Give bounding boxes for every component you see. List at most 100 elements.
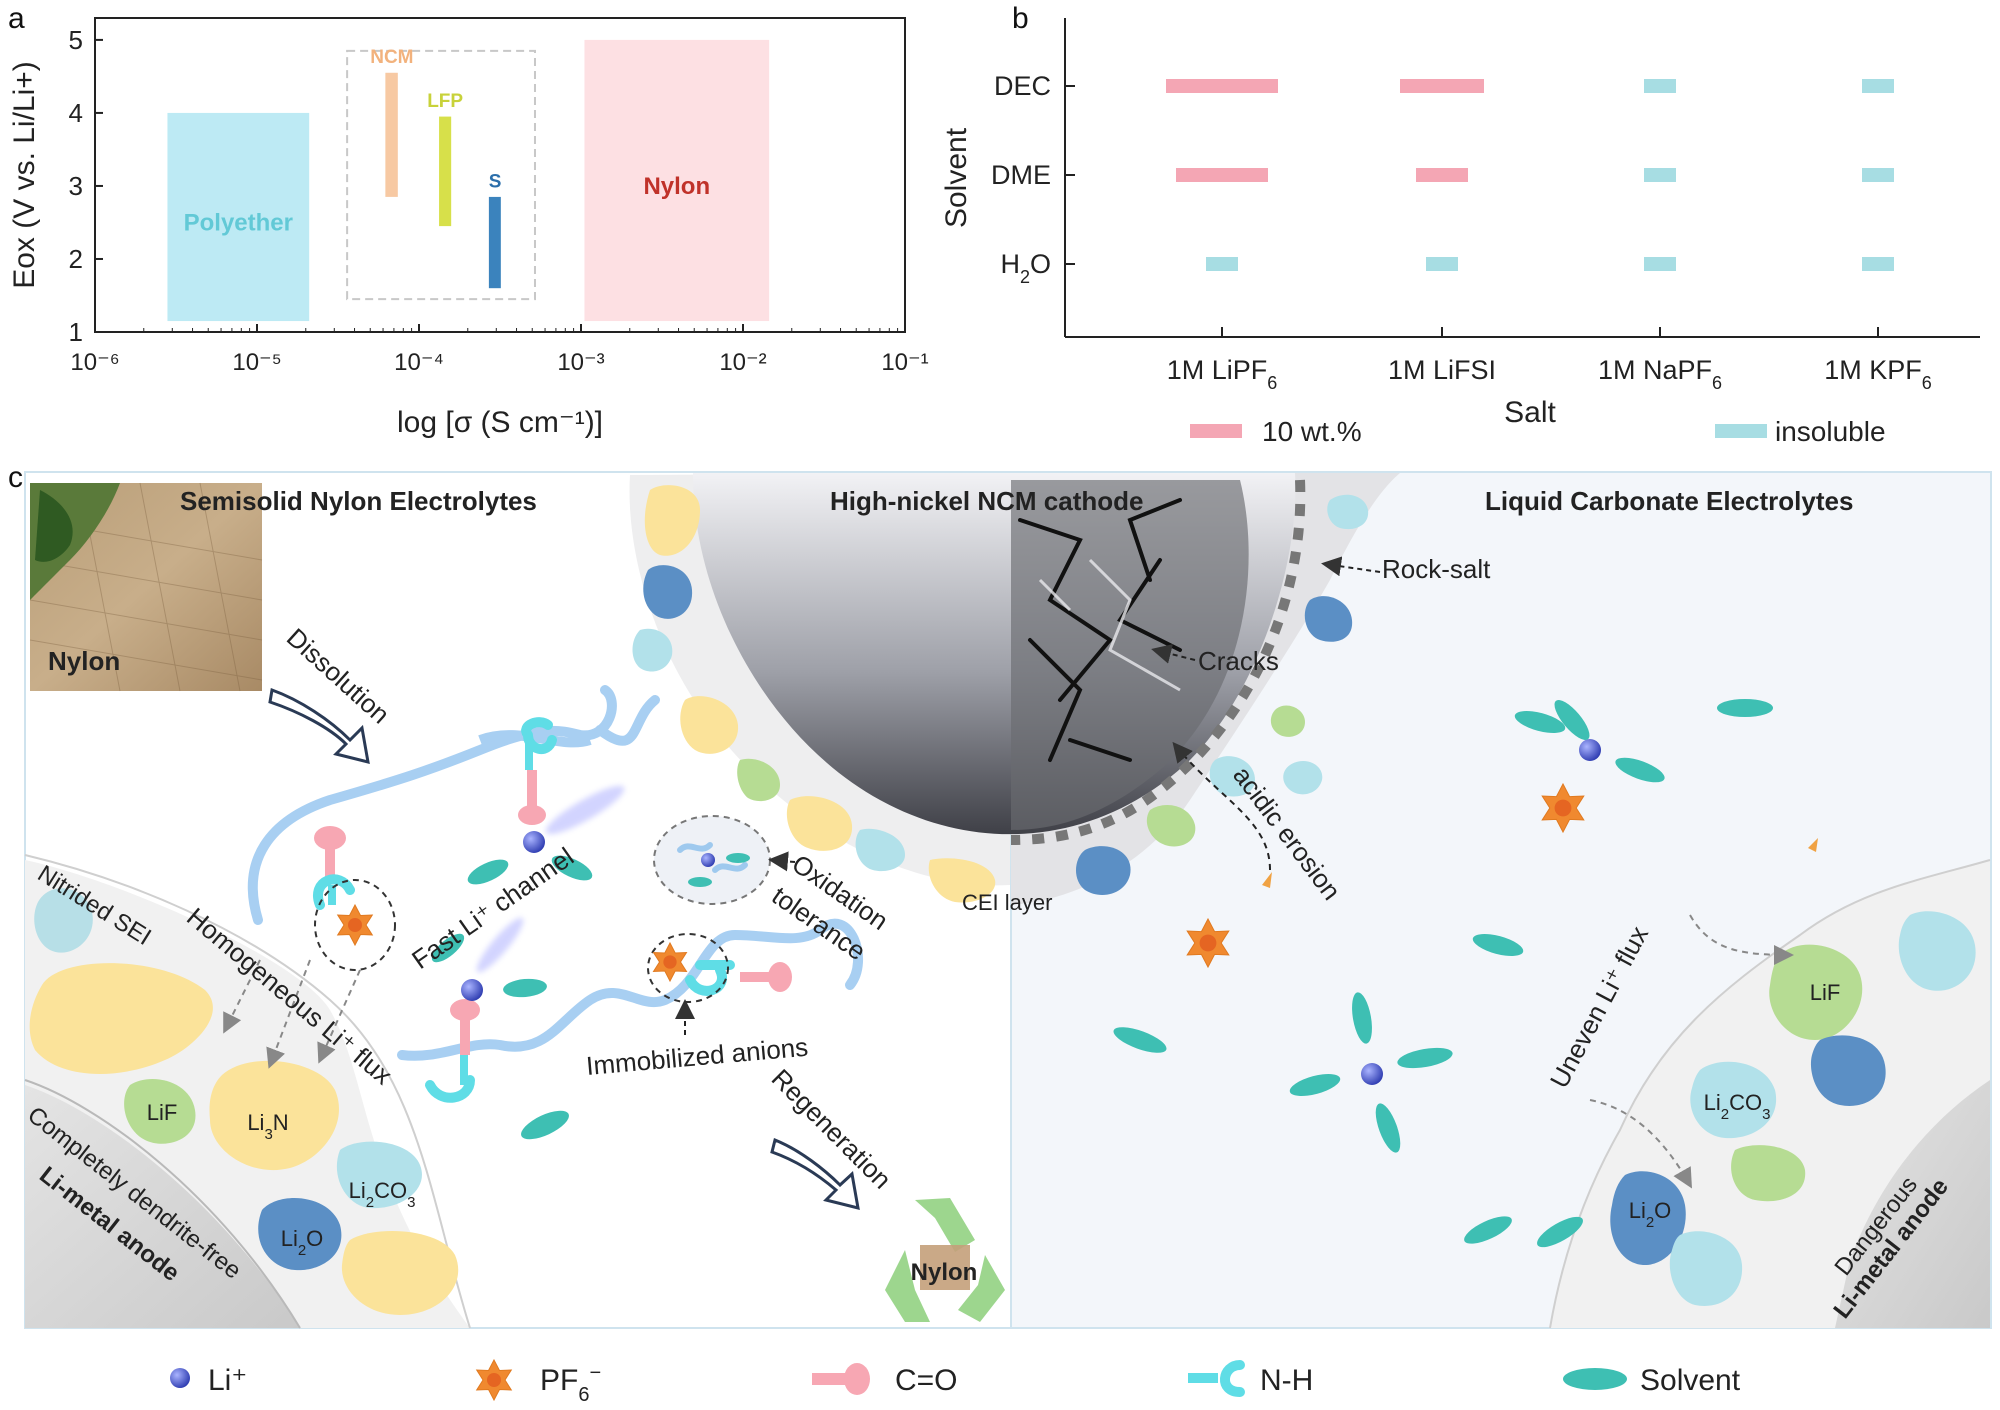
polymer-chain-top — [247, 685, 617, 925]
sei-particle — [34, 888, 93, 953]
li-ion — [523, 831, 545, 853]
legend-nh-icon — [1188, 1360, 1245, 1397]
chart-a-xlabel: log [σ (S cm⁻¹)] — [397, 406, 603, 439]
cei-particle — [1209, 756, 1255, 797]
flux-arrow — [266, 959, 311, 1069]
legend-nh-label: N-H — [1260, 1364, 1313, 1397]
fragment — [1808, 838, 1818, 852]
x-tick-label: 10⁻² — [719, 349, 766, 376]
range-bar-ncm — [385, 72, 398, 197]
carbonyl-group — [518, 770, 546, 825]
li-ion — [461, 979, 483, 1001]
solvent-molecule — [1514, 711, 1566, 733]
cei-particle — [1327, 494, 1369, 530]
range-bar-s — [488, 196, 501, 289]
solubility-mark — [1400, 79, 1484, 93]
legend: Li⁺ PF6− C=O N-H Solvent — [170, 1358, 1741, 1406]
solvent-molecule — [1554, 699, 1590, 741]
uneven-flux-arrow — [1689, 914, 1794, 965]
x-tick-label: 10⁻⁶ — [70, 349, 119, 376]
left-sei-outline — [24, 854, 471, 1329]
sei-particle — [1810, 1035, 1886, 1106]
sei-particle — [1669, 1231, 1743, 1306]
acidic-erosion-arrow — [1172, 741, 1271, 871]
series-label-nylon: Nylon — [643, 173, 710, 200]
solvent-molecule — [1464, 1216, 1512, 1244]
legend-li-icon — [170, 1368, 190, 1388]
solvent-molecule — [1397, 1047, 1453, 1069]
solubility-mark — [1176, 168, 1268, 182]
x-category-label: 1M LiPF6 — [1167, 355, 1278, 393]
polymer-chain-bottom — [397, 695, 863, 1061]
panel-c: c LiF Li3N Li2CO3 Li2O Nitrided SEI Comp… — [8, 461, 1992, 1406]
solvent-molecule — [1375, 1103, 1401, 1153]
y-tick-label: 4 — [69, 98, 83, 128]
solvent-molecule — [1352, 992, 1372, 1044]
amine-group — [685, 960, 735, 996]
cei-particle — [680, 696, 739, 754]
cei-particle — [644, 485, 700, 556]
legend-pf6-label: PF6− — [540, 1362, 601, 1406]
solubility-mark — [1862, 168, 1894, 182]
right-sei-lif-label: LiF — [1810, 980, 1841, 1005]
y-tick-label: 2 — [69, 244, 83, 274]
sei-particle-li3n — [209, 1060, 339, 1171]
x-tick-label: 10⁻⁵ — [232, 349, 281, 376]
x-category-label: 1M KPF6 — [1824, 355, 1932, 393]
amine-group — [521, 717, 557, 770]
pf6-anion — [1186, 917, 1230, 969]
legend-label: insoluble — [1775, 416, 1886, 447]
amine-group — [425, 1055, 475, 1103]
y-category-label: DEC — [994, 71, 1051, 101]
right-li-anode — [1835, 1080, 1990, 1328]
cei-particle — [1283, 760, 1323, 795]
y-category-label: DME — [991, 160, 1051, 190]
dissolution-arrow — [268, 687, 370, 765]
cei-particle — [632, 628, 673, 672]
solvent-molecule — [467, 859, 509, 885]
cei-particle — [928, 858, 996, 903]
li-ion — [701, 853, 715, 867]
solvent-molecule — [1717, 699, 1773, 717]
li-ion — [1361, 1063, 1383, 1085]
cei-particle — [1270, 705, 1305, 737]
pf6-anion — [336, 903, 374, 947]
chart-a-ylabel: Eox (V vs. Li/Li+) — [8, 61, 41, 289]
photo-label: Nylon — [48, 646, 120, 676]
pf6-anion — [1541, 782, 1585, 834]
sei-particle — [1898, 911, 1976, 991]
sei-particle-li2co3-right — [1690, 1061, 1777, 1139]
left-sei-lif-label: LiF — [147, 1100, 178, 1125]
solvent-molecule — [1113, 1027, 1167, 1053]
y-tick-label: 5 — [69, 25, 83, 55]
legend-li-label: Li⁺ — [208, 1364, 247, 1397]
legend-solvent-icon — [1563, 1368, 1627, 1390]
chart-a-plot: Polyether NCM LFP S Nylon 10⁻⁶ 10⁻⁵ 10⁻⁴ 10⁻³ 10⁻… — [8, 17, 929, 439]
sei-particle-li2o — [258, 1198, 342, 1271]
recycle-icon: Nylon — [885, 1198, 1005, 1322]
solvent-molecule — [1615, 757, 1665, 783]
left-anode-outline — [24, 1079, 301, 1329]
x-category-label: 1M LiFSI — [1388, 355, 1496, 385]
y-tick-label: 1 — [69, 317, 83, 347]
cei-particle — [1304, 596, 1353, 642]
inset-chain — [677, 842, 748, 873]
sei-particle-li2o-right — [1610, 1171, 1686, 1265]
flux-arrow — [317, 969, 361, 1064]
polymer-chain — [478, 730, 592, 748]
panel-a: a Polyether NCM LFP S Nylon 10⁻⁶ 10⁻⁵ 10⁻⁴ 10⁻³ 1… — [8, 2, 929, 439]
oxidation-arrow — [768, 851, 796, 872]
pf6-anion — [652, 941, 688, 983]
legend-star — [475, 1358, 513, 1402]
cathode-group-box — [346, 49, 536, 301]
y-category-label: H2O — [1000, 249, 1051, 287]
li-trail — [545, 785, 625, 835]
solvent-molecule — [431, 933, 465, 963]
cei-particle — [1146, 805, 1196, 847]
rock-salt-arrow — [1321, 556, 1381, 577]
sei-particle-li2co3 — [336, 1141, 422, 1209]
x-category-label: 1M NaPF6 — [1598, 355, 1722, 393]
sei-particle-lif-right — [1769, 944, 1863, 1040]
solvent-molecule — [688, 877, 712, 887]
pf6-anion-group — [336, 903, 688, 983]
